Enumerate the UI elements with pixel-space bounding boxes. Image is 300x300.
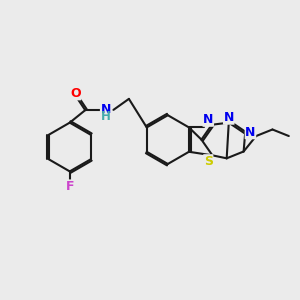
Text: N: N bbox=[203, 113, 213, 126]
Text: H: H bbox=[101, 110, 111, 123]
Text: N: N bbox=[224, 111, 234, 124]
Text: F: F bbox=[65, 180, 74, 193]
Text: N: N bbox=[100, 103, 111, 116]
Text: N: N bbox=[245, 126, 256, 139]
Text: S: S bbox=[204, 155, 213, 168]
Text: O: O bbox=[70, 87, 81, 100]
